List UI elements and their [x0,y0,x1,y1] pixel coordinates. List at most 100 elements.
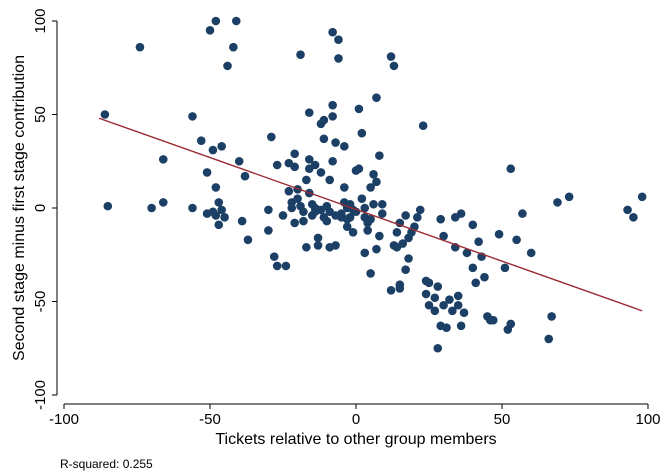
data-point [424,300,434,310]
data-point [202,168,212,177]
data-point [474,237,483,246]
data-point [377,199,387,209]
data-point [302,175,311,185]
data-point [395,280,405,289]
data-point [290,162,299,172]
data-point [637,192,647,202]
data-point [436,214,445,224]
data-point [135,42,145,52]
data-point [553,198,562,207]
data-point [439,300,448,310]
data-point [331,138,340,147]
data-point [629,213,638,222]
data-point [372,244,381,254]
data-point [267,132,276,142]
data-point [304,155,314,164]
data-point [272,261,282,271]
data-point [360,248,370,258]
data-point [208,145,218,155]
data-point [103,201,113,211]
data-point [547,312,556,321]
y-axis-title: Second stage minus first stage contribut… [11,55,28,361]
data-point [392,228,402,237]
data-point [369,170,378,179]
data-point [445,295,454,304]
data-point [240,171,250,181]
data-point [439,231,448,241]
data-point [456,209,466,218]
data-point [310,160,320,170]
data-point [404,254,413,263]
data-point [354,164,364,174]
data-point [506,319,516,329]
data-point [398,239,408,248]
data-point [211,16,221,26]
data-point [348,228,358,237]
data-point [328,112,337,121]
fit-line-group [98,117,643,312]
data-point [363,226,372,235]
data-point [196,136,206,145]
data-point [623,205,632,215]
data-point [319,115,329,125]
data-point [340,183,349,192]
data-point [375,151,384,160]
data-point [284,186,294,196]
x-tick-label: 100 [635,411,660,428]
scatter-points [100,16,647,353]
data-point [468,263,478,273]
data-point [278,211,288,220]
fit-line [98,117,643,312]
y-tick-label: 100 [32,8,49,33]
data-point [342,222,352,231]
data-point [243,235,253,245]
data-point [223,61,232,71]
y-tick-label: -100 [32,380,49,410]
y-axis: -100 -50 0 50 100 [32,8,58,410]
y-tick-label: 0 [32,204,49,212]
data-point [544,334,554,344]
data-point [322,216,332,226]
data-point [357,194,367,203]
data-point [331,241,340,250]
data-point [214,220,224,230]
data-point [231,16,241,26]
data-point [325,175,335,185]
y-tick-label: 50 [32,106,49,123]
data-point [372,93,381,102]
data-point [360,203,370,213]
r-squared-note: R-squared: 0.255 [60,457,153,471]
x-tick-label: -50 [199,411,221,428]
data-point [375,231,384,241]
data-point [304,108,314,117]
data-point [264,226,273,235]
data-point [512,235,521,245]
data-point [424,278,434,288]
data-point [237,216,247,226]
data-point [418,121,428,131]
data-point [430,293,440,303]
data-point [319,134,329,144]
data-point [468,220,478,230]
x-tick-label: 0 [352,411,360,428]
data-point [366,269,375,278]
data-point [147,203,156,213]
data-point [281,261,291,271]
data-point [494,229,504,239]
data-point [100,110,110,119]
data-point [389,61,399,71]
data-point [272,160,282,170]
data-point [480,272,489,282]
x-tick-label: -100 [49,411,79,428]
x-axis: -100 -50 0 50 100 [49,403,661,428]
x-axis-title: Tickets relative to other group members [215,431,496,448]
data-point [269,252,279,261]
data-point [453,291,463,301]
data-point [366,183,375,192]
data-point [401,265,410,275]
data-point [386,52,396,61]
data-point [456,321,466,331]
data-point [372,177,381,187]
data-point [302,242,311,252]
